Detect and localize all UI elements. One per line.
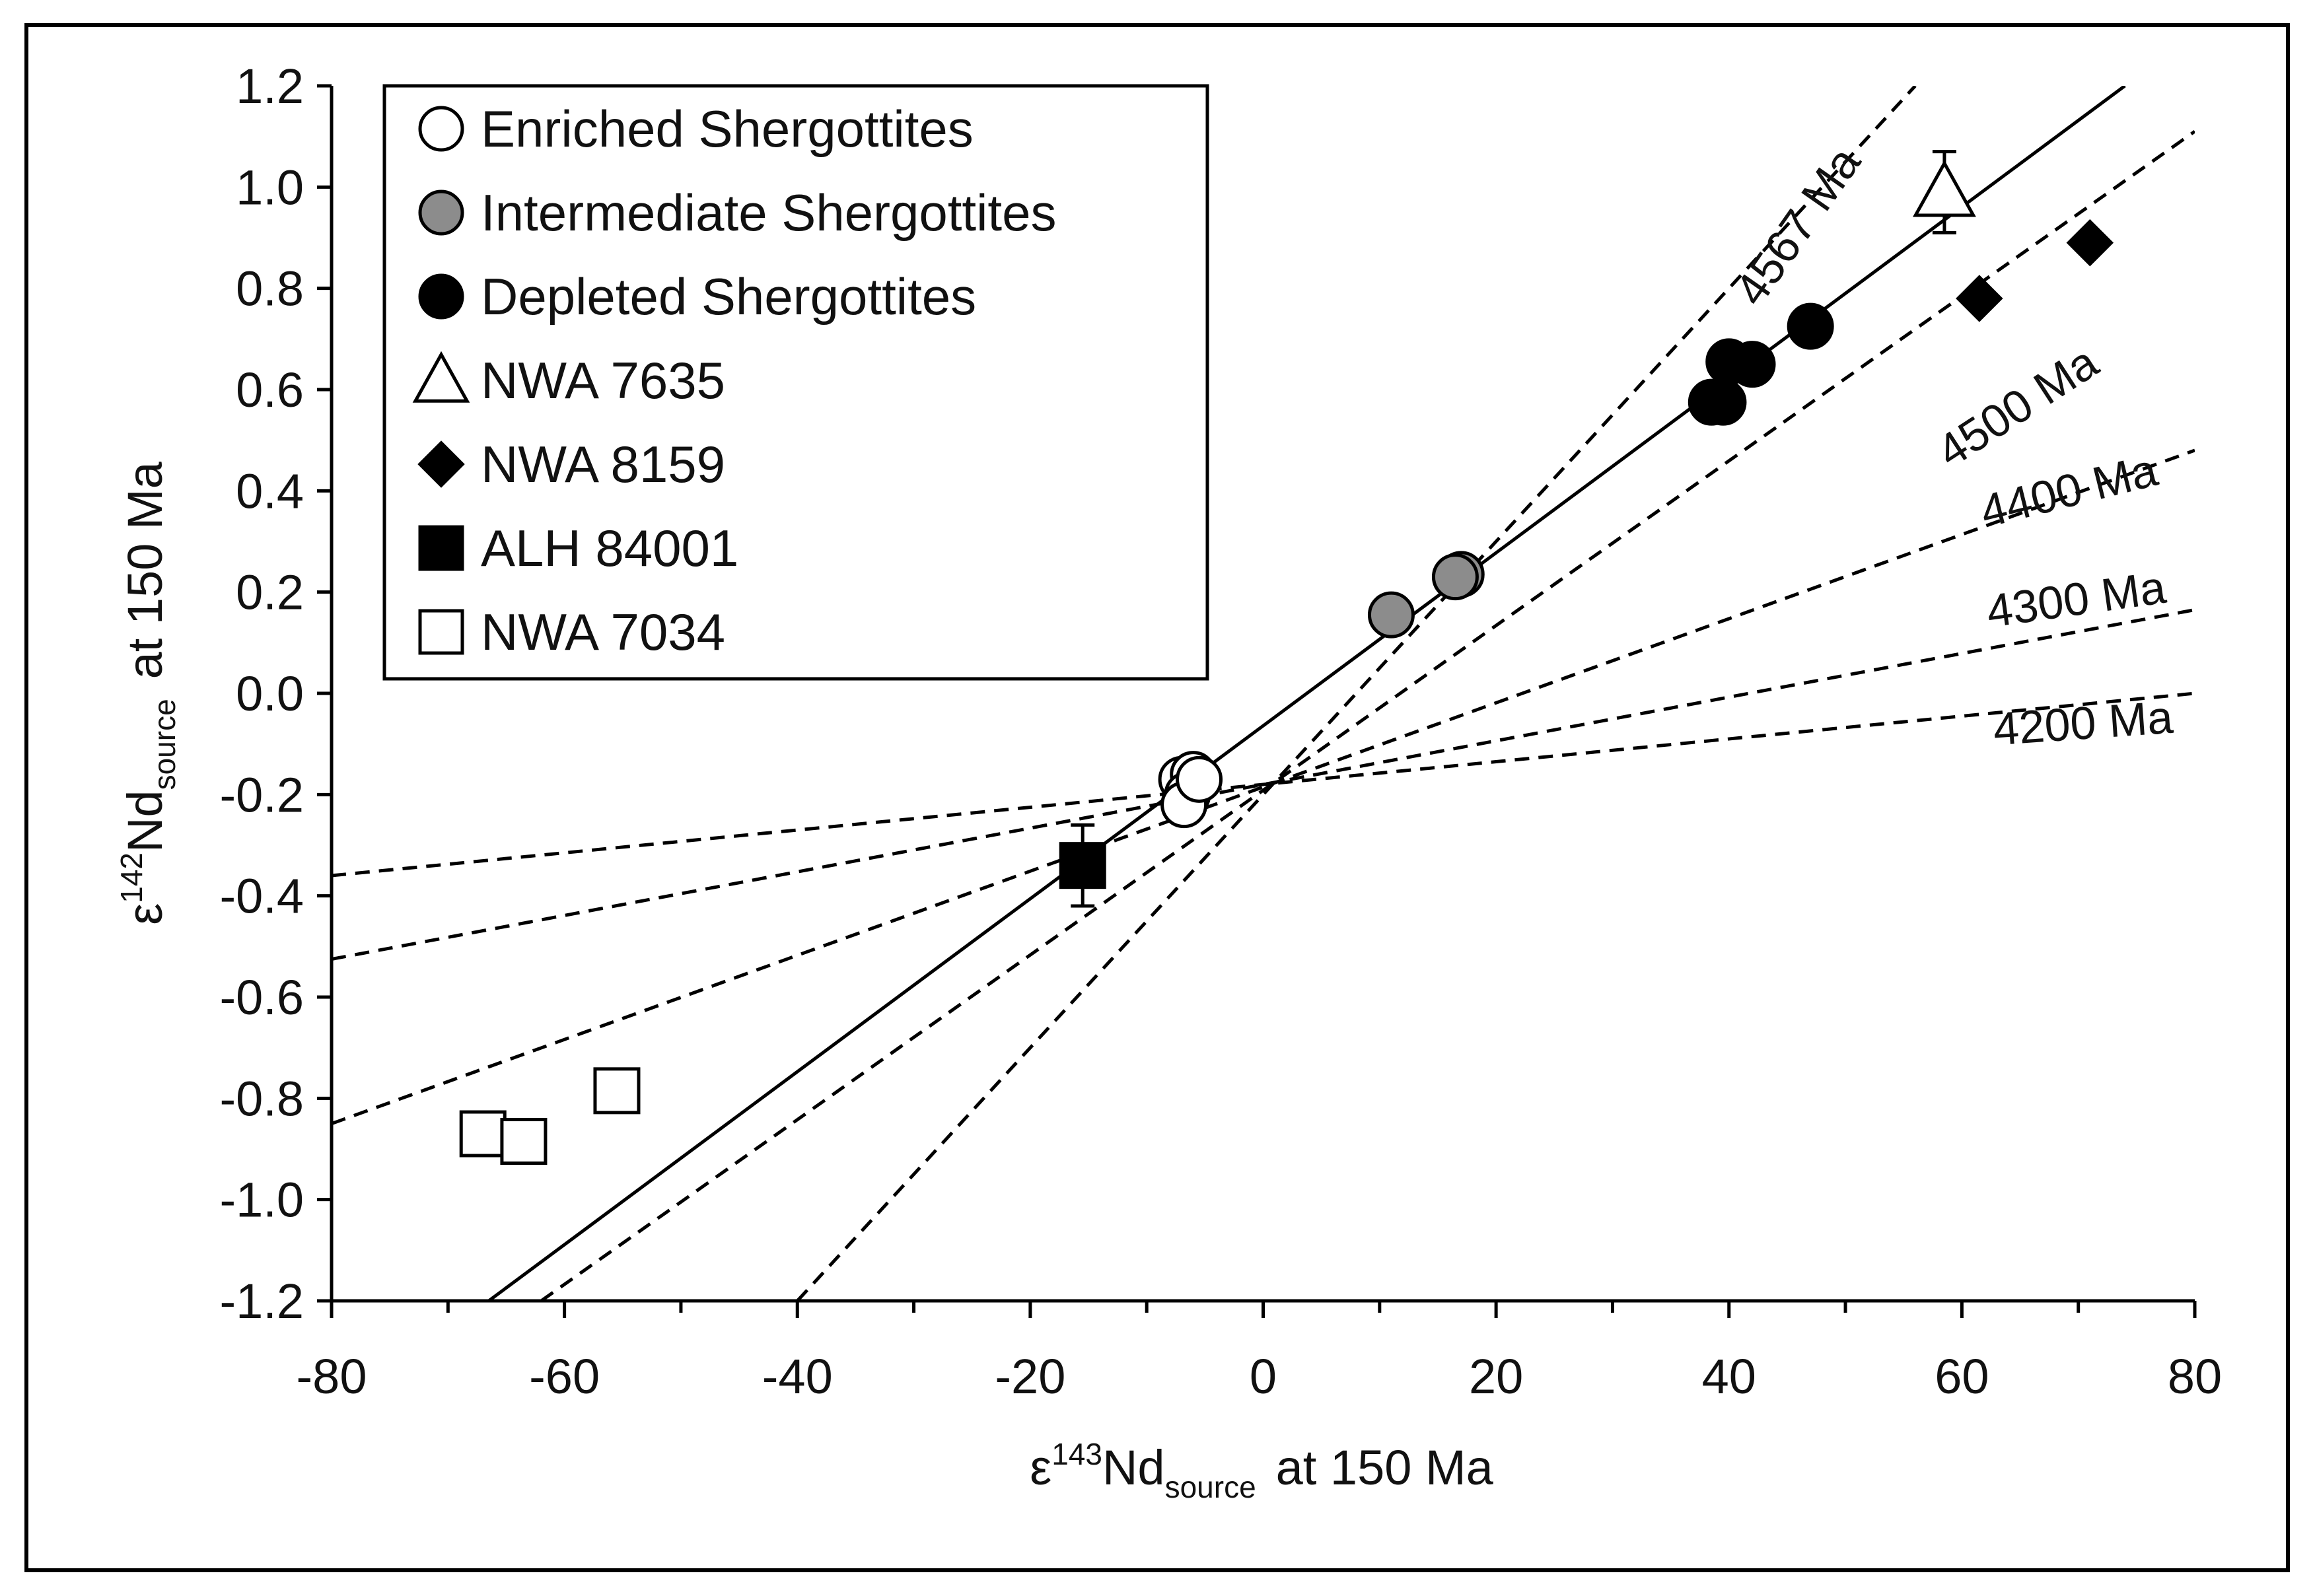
x-tick-label: -60 xyxy=(529,1349,600,1404)
isochron-line-4400-ma xyxy=(332,448,2195,1126)
legend-label-nwa-7635: NWA 7635 xyxy=(481,351,725,409)
alh-84001-point xyxy=(1059,842,1106,889)
nwa-7635-point xyxy=(1912,160,1976,217)
y-tick-label: 1.2 xyxy=(236,59,304,114)
y-axis-suffix: at 150 Ma xyxy=(118,461,172,679)
legend-label-depleted-shergottites: Depleted Shergottites xyxy=(481,267,976,326)
y-tick-label: -0.4 xyxy=(219,869,304,924)
x-axis-suffix: at 150 Ma xyxy=(1276,1440,1494,1495)
isochron-line-4567-ma xyxy=(796,86,1917,1301)
legend-marker-nwa-7635 xyxy=(412,351,470,403)
y-tick-label: 0.2 xyxy=(236,565,304,620)
legend-marker-enriched-shergottites xyxy=(418,106,464,152)
x-tick-label: -80 xyxy=(297,1349,367,1404)
y-axis-epsilon: ε xyxy=(118,903,172,925)
legend-box xyxy=(382,84,1209,681)
x-axis-title: ε143Ndsource at 150 Ma xyxy=(1030,1437,1493,1504)
nwa-7034-point xyxy=(593,1067,641,1115)
legend-label-nwa-8159: NWA 8159 xyxy=(481,435,725,493)
axes: -80 -60 -40 -20 0 20 40 60 80 1.2 1.0 0.8 0.6 0.4 0.2 0… xyxy=(219,59,2222,1404)
y-tick-label: 1.0 xyxy=(236,160,304,215)
x-tick-label: 40 xyxy=(1702,1349,1756,1404)
isochron-label: 4200 Ma xyxy=(1991,691,2174,755)
x-tick-label: 0 xyxy=(1250,1349,1277,1404)
legend-marker-depleted-shergottites xyxy=(418,273,464,320)
y-tick-label: 0.4 xyxy=(236,464,304,518)
legend-marker-nwa-7034 xyxy=(418,609,464,655)
y-tick-label: 0.0 xyxy=(236,666,304,721)
y-tick-label: -1.0 xyxy=(219,1173,304,1228)
nwa-7034-point xyxy=(500,1118,548,1165)
y-tick-label: 0.8 xyxy=(236,261,304,316)
data-markers xyxy=(459,150,2114,1165)
y-tick-label: -0.8 xyxy=(219,1071,304,1126)
y-axis-title: ε142Ndsource at 150 Ma xyxy=(114,461,182,924)
nwa-7034-point xyxy=(459,1110,507,1158)
enriched-shergottites-point xyxy=(1176,755,1223,803)
y-tick-label: -1.2 xyxy=(219,1274,304,1329)
isochron-line-4300-ma xyxy=(332,608,2195,961)
depleted-shergottites-point xyxy=(1787,302,1834,350)
legend-items: Enriched Shergottites Intermediate Shergo… xyxy=(412,100,1056,661)
x-axis-element: Nd xyxy=(1102,1440,1165,1495)
legend-label-alh-84001: ALH 84001 xyxy=(481,519,738,577)
nwa-8159-point xyxy=(2066,219,2114,267)
x-tick-label: 80 xyxy=(2168,1349,2222,1404)
x-tick-label: 20 xyxy=(1469,1349,1523,1404)
x-axis-subscript: source xyxy=(1165,1470,1256,1504)
isochron-line-4500-ma xyxy=(540,129,2195,1301)
legend: Enriched Shergottites Intermediate Shergo… xyxy=(382,84,1209,681)
x-tick-label: 60 xyxy=(1935,1349,1989,1404)
intermediate-shergottites-point xyxy=(1431,553,1479,601)
y-axis-element: Nd xyxy=(118,790,172,852)
regression-line xyxy=(487,86,2126,1301)
legend-marker-nwa-8159 xyxy=(417,440,465,488)
y-tick-label: 0.6 xyxy=(236,363,304,417)
legend-label-intermediate-shergottites: Intermediate Shergottites xyxy=(481,184,1056,242)
y-axis-superscript: 142 xyxy=(114,852,149,903)
intermediate-shergottites-point xyxy=(1367,591,1415,639)
legend-label-nwa-7034: NWA 7034 xyxy=(481,603,725,661)
nwa-8159-point xyxy=(1956,275,2003,322)
y-axis-subscript: source xyxy=(147,699,182,790)
depleted-shergottites-point xyxy=(1699,378,1747,426)
y-tick-label: -0.2 xyxy=(219,767,304,822)
x-tick-label: -20 xyxy=(995,1349,1065,1404)
x-tick-label: -40 xyxy=(762,1349,833,1404)
plot-lines xyxy=(332,86,2195,1301)
legend-marker-alh-84001 xyxy=(418,525,464,571)
x-axis-superscript: 143 xyxy=(1051,1437,1102,1471)
legend-marker-intermediate-shergottites xyxy=(418,190,464,236)
x-axis-epsilon: ε xyxy=(1030,1440,1051,1495)
isochron-line-4200-ma xyxy=(332,691,2195,878)
y-tick-label: -0.6 xyxy=(219,970,304,1025)
depleted-shergottites-point xyxy=(1728,341,1776,388)
legend-label-enriched-shergottites: Enriched Shergottites xyxy=(481,100,974,158)
